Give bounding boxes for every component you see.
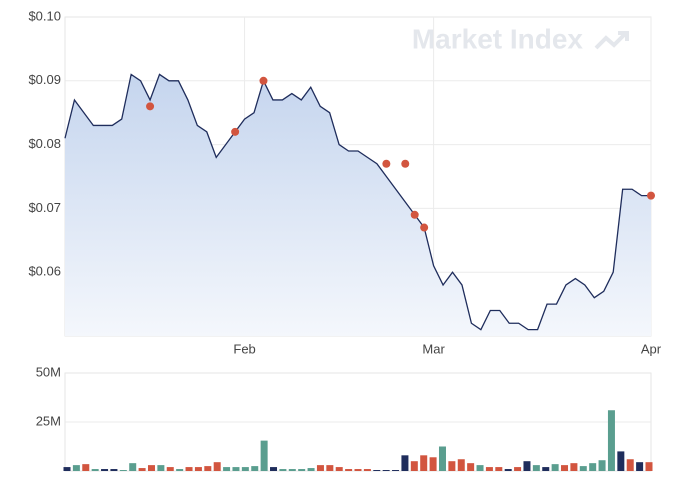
volume-bar bbox=[457, 459, 465, 471]
volume-bar bbox=[504, 469, 512, 471]
volume-bar bbox=[392, 470, 400, 471]
volume-bar bbox=[241, 467, 249, 471]
announcement-dot bbox=[410, 210, 419, 219]
announcement-dot bbox=[647, 191, 655, 200]
announcement-dot bbox=[231, 127, 240, 136]
volume-bar bbox=[485, 467, 493, 471]
volume-bar bbox=[542, 467, 550, 471]
volume-bar bbox=[476, 465, 484, 471]
volume-bar bbox=[166, 467, 174, 471]
announcement-dot bbox=[146, 102, 155, 111]
volume-bar bbox=[72, 465, 80, 471]
volume-bar bbox=[645, 462, 653, 471]
volume-bar bbox=[270, 467, 278, 471]
y-tick-label: $0.07 bbox=[28, 200, 61, 215]
volume-bar bbox=[251, 466, 259, 471]
volume-bar bbox=[467, 463, 475, 471]
volume-bar bbox=[438, 446, 446, 471]
volume-bar bbox=[598, 460, 606, 471]
volume-bar bbox=[138, 468, 146, 471]
volume-bar bbox=[345, 469, 353, 471]
volume-bar bbox=[326, 465, 334, 471]
volume-bar bbox=[579, 466, 587, 471]
volume-bar bbox=[185, 467, 193, 471]
announcement-dot bbox=[401, 159, 410, 168]
volume-bar bbox=[176, 469, 184, 471]
volume-bar bbox=[157, 465, 165, 471]
volume-bar bbox=[316, 465, 324, 471]
volume-bar bbox=[335, 467, 343, 471]
volume-bar bbox=[382, 470, 390, 471]
x-tick-label: Mar bbox=[422, 341, 445, 356]
y-tick-label: $0.06 bbox=[28, 264, 61, 279]
volume-bar bbox=[194, 467, 202, 471]
volume-bar bbox=[448, 461, 456, 471]
volume-bar bbox=[561, 465, 569, 471]
y-tick-label: 50M bbox=[36, 364, 61, 379]
volume-bar bbox=[223, 467, 231, 471]
volume-bar bbox=[420, 455, 428, 471]
volume-bar bbox=[260, 440, 268, 471]
volume-bar bbox=[410, 461, 418, 471]
volume-bar bbox=[129, 463, 137, 471]
volume-bar bbox=[514, 467, 522, 471]
volume-bar bbox=[636, 462, 644, 471]
volume-bar bbox=[204, 466, 212, 471]
volume-bar bbox=[523, 461, 531, 471]
volume-bar bbox=[617, 451, 625, 471]
volume-bar bbox=[532, 465, 540, 471]
volume-bar bbox=[363, 469, 371, 471]
volume-bar bbox=[401, 455, 409, 471]
area-fill bbox=[65, 74, 651, 337]
volume-bar bbox=[429, 457, 437, 471]
volume-bar bbox=[354, 469, 362, 471]
x-tick-label: Apr bbox=[641, 341, 662, 356]
announcement-dot bbox=[382, 159, 391, 168]
volume-bar bbox=[288, 469, 296, 471]
volume-bar bbox=[607, 410, 615, 471]
volume-bar bbox=[373, 470, 381, 471]
y-tick-label: $0.09 bbox=[28, 72, 61, 87]
announcement-dot bbox=[420, 223, 429, 232]
volume-bar bbox=[63, 467, 71, 471]
volume-bar bbox=[110, 469, 118, 471]
y-tick-label: $0.10 bbox=[28, 8, 61, 23]
volume-bar bbox=[298, 469, 306, 471]
volume-bar bbox=[232, 467, 240, 471]
y-tick-label: $0.08 bbox=[28, 136, 61, 151]
volume-bar bbox=[91, 469, 99, 471]
volume-bar bbox=[213, 462, 221, 471]
volume-bar bbox=[551, 464, 559, 471]
watermark: Market Index bbox=[412, 23, 584, 54]
announcement-dot bbox=[259, 76, 268, 85]
volume-bar bbox=[495, 467, 503, 471]
y-tick-label: 25M bbox=[36, 413, 61, 428]
volume-bar bbox=[119, 470, 127, 471]
volume-bar bbox=[626, 459, 634, 471]
volume-bar bbox=[589, 463, 597, 471]
volume-bar bbox=[279, 469, 287, 471]
watermark-icon bbox=[594, 31, 629, 50]
volume-bar bbox=[82, 464, 90, 471]
volume-bar bbox=[570, 463, 578, 471]
price-line bbox=[64, 73, 651, 331]
volume-bar bbox=[307, 468, 315, 471]
volume-bar bbox=[101, 469, 109, 471]
x-tick-label: Feb bbox=[233, 341, 255, 356]
volume-bar bbox=[147, 465, 155, 471]
